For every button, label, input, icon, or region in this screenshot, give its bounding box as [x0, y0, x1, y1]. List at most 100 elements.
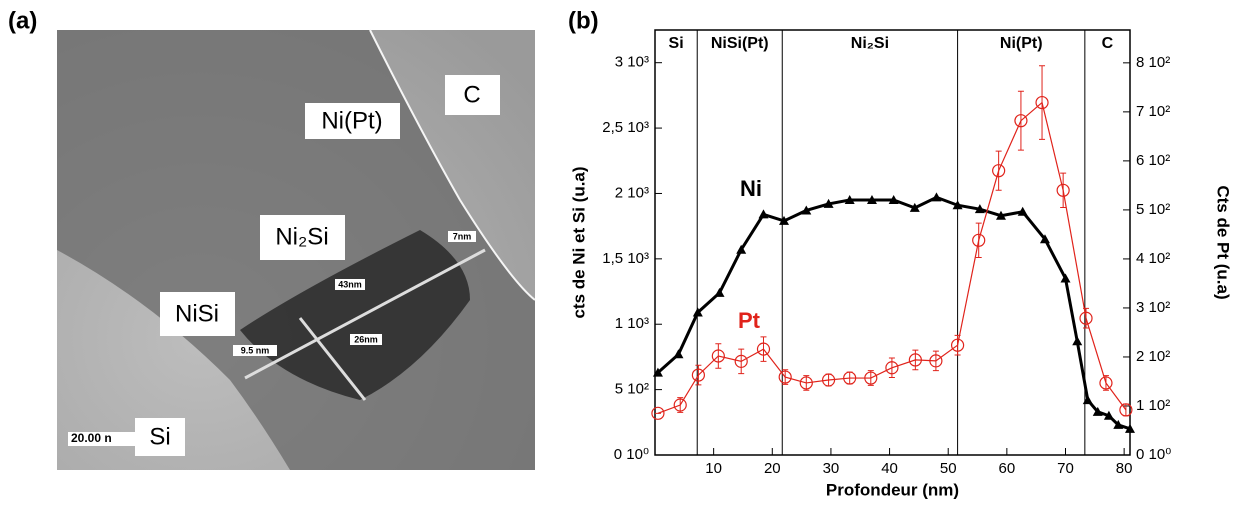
marker [714, 287, 725, 297]
x-tick-label: 80 [1116, 460, 1133, 477]
error-bar [1060, 172, 1067, 208]
marker [801, 205, 812, 215]
error-bar [867, 370, 874, 386]
y2-tick-label: 3 10² [1136, 299, 1170, 316]
y-tick-label: 5 10² [615, 381, 649, 398]
label-box [160, 292, 235, 336]
scale-box [68, 432, 140, 446]
marker [711, 349, 725, 363]
marker [864, 371, 878, 385]
region-label: Ni(Pt) [321, 107, 382, 134]
y-tick-label: 0 10⁰ [614, 446, 649, 463]
marker [844, 195, 855, 204]
x-tick-label: 70 [1057, 460, 1074, 477]
marker [908, 353, 922, 367]
y-tick-label: 2 10³ [615, 184, 649, 201]
x-tick-label: 10 [705, 460, 722, 477]
marker [1082, 395, 1093, 405]
marker [1014, 114, 1028, 128]
y2-tick-label: 2 10² [1136, 348, 1170, 365]
marker [1113, 419, 1124, 429]
y-tick-label: 3 10³ [615, 54, 649, 71]
chart: Si NiSi(Pt) Ni₂Si Ni(Pt) C10 20 30 40 50 60 70 800 … [569, 29, 1233, 499]
surface-edge [369, 29, 536, 301]
error-bar [782, 369, 789, 385]
marker [888, 195, 899, 204]
marker [1079, 311, 1093, 325]
marker [929, 354, 943, 368]
y-tick-label: 2,5 10³ [602, 119, 649, 136]
y2-tick-label: 0 10⁰ [1136, 446, 1171, 463]
x-tick-label: 50 [940, 460, 957, 477]
region-label: C [463, 81, 480, 108]
y2-tick-label: 4 10² [1136, 250, 1170, 267]
label-box [260, 215, 345, 260]
y2-tick-label: 5 10² [1136, 201, 1170, 218]
marker [756, 342, 771, 356]
measure-line [244, 248, 486, 380]
marker [1103, 410, 1114, 420]
marker [823, 198, 834, 208]
plot-frame [654, 29, 1131, 456]
y2-tick-label: 1 10² [1136, 397, 1170, 414]
scale-bar-label: 20.00 n [71, 431, 112, 445]
panel-label: (b) [568, 7, 599, 34]
error-bar [715, 343, 722, 369]
marker [866, 195, 877, 204]
measure-box [233, 345, 277, 356]
panel-label: (a) [8, 7, 37, 34]
marker [691, 368, 705, 382]
x-tick-label: 40 [881, 460, 898, 477]
region-label: NiSi [175, 300, 219, 327]
marker [950, 338, 965, 352]
marker [1092, 406, 1103, 416]
region-label: NiSi(Pt) [711, 35, 769, 52]
x-tick-label: 60 [999, 460, 1016, 477]
marker [1119, 403, 1133, 417]
legend-entry: Pt [738, 308, 761, 333]
error-bar [1102, 375, 1109, 391]
error-bar [1039, 65, 1046, 140]
error-bar [995, 150, 1002, 191]
error-bar [803, 375, 810, 391]
marker [736, 244, 747, 254]
measure-label: 7nm [453, 231, 472, 241]
region-label: C [1102, 35, 1114, 52]
marker [652, 367, 663, 377]
error-bar [888, 357, 895, 379]
marker [1072, 336, 1083, 346]
y2-tick-label: 8 10² [1136, 54, 1170, 71]
x-tick-label: 30 [823, 460, 840, 477]
marker [974, 204, 985, 214]
marker [758, 209, 769, 219]
ni2si-grain [240, 230, 470, 400]
region-label: Si [149, 423, 170, 450]
legend-entry: Ni [740, 176, 762, 201]
measure-line [298, 317, 367, 401]
measure-box [335, 279, 365, 290]
marker [779, 215, 790, 225]
y-tick-label: 1,5 10³ [602, 250, 649, 267]
marker [1035, 95, 1049, 110]
marker [1039, 234, 1050, 244]
marker [1060, 273, 1071, 283]
marker [972, 233, 986, 247]
x-axis-title: Profondeur (nm) [826, 480, 959, 499]
marker [673, 398, 687, 412]
marker [734, 354, 748, 368]
y-tick-label: 1 10³ [615, 315, 649, 332]
error-bar [975, 222, 982, 258]
error-bar [677, 397, 684, 413]
marker [931, 192, 942, 202]
y2-tick-label: 6 10² [1136, 152, 1170, 169]
label-box [445, 75, 500, 115]
measure-box [350, 334, 382, 345]
error-bar [760, 336, 767, 362]
marker [909, 202, 920, 212]
label-box [135, 418, 185, 456]
region-label: Ni(Pt) [1000, 35, 1043, 52]
measure-box [448, 231, 476, 242]
label-box [305, 103, 400, 139]
region-label: Si [669, 35, 684, 52]
x-tick-label: 20 [764, 460, 781, 477]
